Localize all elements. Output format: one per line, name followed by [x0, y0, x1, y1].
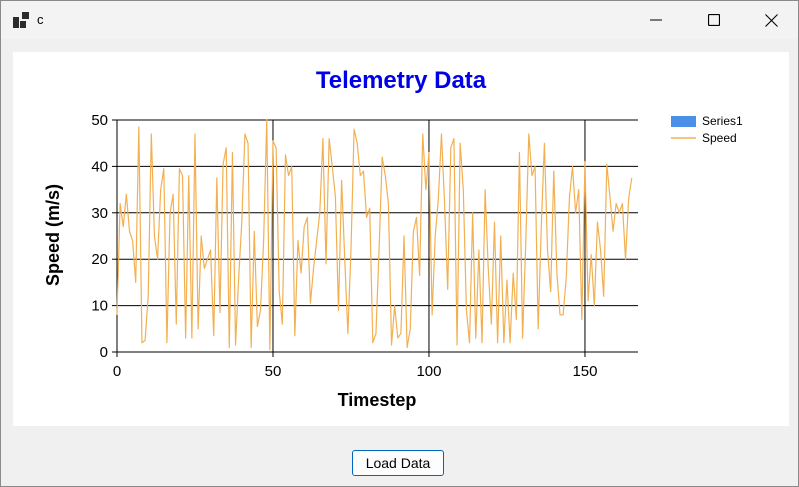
- title-bar[interactable]: c: [1, 1, 798, 39]
- legend-swatch-series1: [671, 116, 696, 127]
- speed-chart: Telemetry Data Speed (m/s) Timestep 0 10 2…: [43, 67, 743, 410]
- x-axis-label: Timestep: [338, 390, 417, 410]
- x-tick-label: 100: [416, 363, 441, 380]
- load-data-button[interactable]: Load Data: [352, 450, 444, 476]
- x-tick-label: 150: [572, 363, 597, 380]
- maximize-icon: [708, 14, 720, 26]
- chart-panel: Telemetry Data Speed (m/s) Timestep 0 10 2…: [13, 52, 789, 426]
- close-button[interactable]: [742, 1, 799, 39]
- x-tick-label: 0: [113, 363, 121, 380]
- app-icon: [13, 12, 29, 28]
- legend-label: Speed: [702, 131, 737, 145]
- y-tick-label: 30: [91, 205, 108, 222]
- legend-label: Series1: [702, 114, 743, 128]
- y-tick-label: 10: [91, 298, 108, 315]
- close-icon: [764, 13, 778, 27]
- window-title: c: [37, 12, 44, 27]
- chart-title: Telemetry Data: [316, 67, 487, 94]
- maximize-button[interactable]: [685, 1, 743, 39]
- y-tick-label: 20: [91, 251, 108, 268]
- minimize-button[interactable]: [627, 1, 685, 39]
- y-tick-label: 0: [100, 344, 108, 361]
- y-tick-label: 40: [91, 158, 108, 175]
- series-line-speed: [116, 119, 633, 351]
- x-tick-label: 50: [265, 363, 282, 380]
- y-tick-label: 50: [91, 112, 108, 129]
- y-axis-label: Speed (m/s): [43, 184, 63, 286]
- minimize-icon: [650, 19, 662, 21]
